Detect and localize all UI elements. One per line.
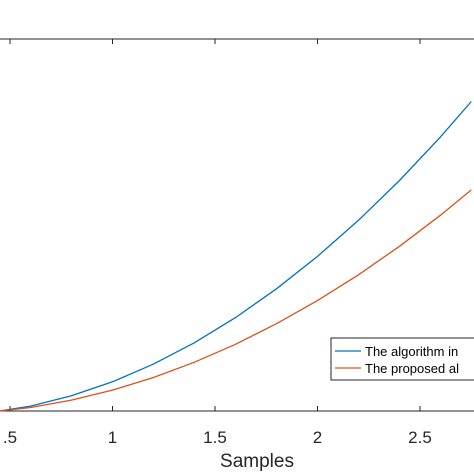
x-tick-label: 2.5 <box>408 428 432 447</box>
x-tick-label: 1 <box>108 428 117 447</box>
x-tick-label: 2 <box>313 428 322 447</box>
x-tick-label: .5 <box>3 428 17 447</box>
x-tick-label: 1.5 <box>203 428 227 447</box>
legend-label-1: The algorithm in <box>365 344 458 359</box>
x-axis-ticks: .5 1 1.5 2 2.5 <box>3 39 432 447</box>
series-line-2 <box>0 189 472 412</box>
series-line-1 <box>0 101 472 412</box>
series-lines <box>0 101 472 412</box>
x-axis-label: Samples <box>220 451 294 472</box>
legend-label-2: The proposed al <box>365 361 459 376</box>
legend: The algorithm in The proposed al <box>330 337 474 381</box>
legend-box <box>330 337 474 381</box>
